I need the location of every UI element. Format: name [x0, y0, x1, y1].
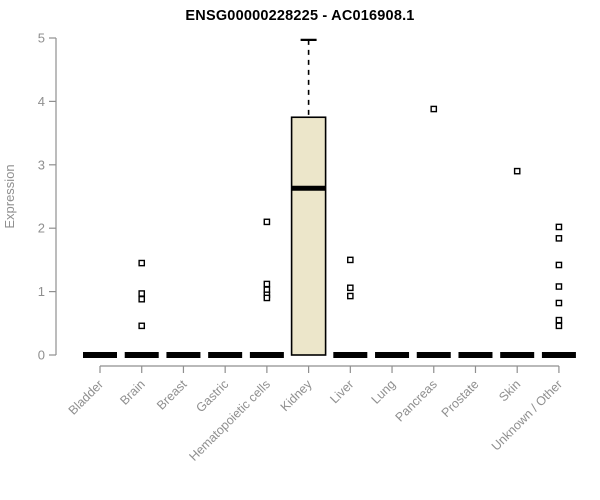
- outlier-point-hematopoietic-cells: [263, 218, 271, 226]
- x-tick-label-pancreas: Pancreas: [393, 377, 440, 424]
- outlier-point-liver: [347, 284, 354, 292]
- outlier-point-unknown-other: [555, 299, 563, 307]
- outlier-point-skin: [513, 167, 521, 175]
- x-tick-label-brain: Brain: [117, 377, 148, 408]
- x-tick-label-bladder: Bladder: [66, 377, 106, 417]
- outlier-point-liver: [347, 292, 354, 300]
- outlier-point-brain: [138, 322, 146, 330]
- y-axis-title: Expression: [2, 164, 17, 228]
- outlier-point-pancreas: [430, 105, 438, 113]
- y-tick-label: 0: [38, 348, 45, 363]
- y-tick-label: 3: [38, 157, 45, 172]
- y-tick-label: 5: [38, 31, 45, 46]
- outlier-point-unknown-other: [555, 261, 563, 269]
- y-tick-label: 2: [38, 221, 45, 236]
- box-kidney: [290, 116, 327, 356]
- x-tick-label-skin: Skin: [496, 377, 523, 404]
- x-tick-label-liver: Liver: [327, 377, 356, 406]
- x-tick-label-prostate: Prostate: [439, 377, 482, 420]
- outlier-point-hematopoietic-cells: [263, 280, 271, 288]
- outlier-point-brain: [138, 295, 146, 303]
- x-tick-label-lung: Lung: [369, 377, 399, 407]
- chart-title: ENSG00000228225 - AC016908.1: [185, 8, 415, 24]
- outlier-point-unknown-other: [555, 235, 563, 242]
- outlier-point-hematopoietic-cells: [263, 294, 271, 302]
- x-tick-label-unknown-other: Unknown / Other: [489, 377, 565, 453]
- x-tick-label-kidney: Kidney: [278, 377, 315, 414]
- outlier-point-liver: [347, 256, 354, 264]
- outlier-point-unknown-other: [555, 322, 563, 330]
- outlier-point-brain: [138, 290, 146, 297]
- outlier-point-unknown-other: [555, 223, 563, 231]
- outlier-point-unknown-other: [555, 316, 563, 324]
- outlier-point-brain: [138, 259, 146, 267]
- x-tick-label-breast: Breast: [154, 377, 190, 413]
- x-tick-label-gastric: Gastric: [193, 377, 231, 415]
- y-tick-label: 1: [38, 284, 45, 299]
- x-tick-label-hematopoietic-cells: Hematopoietic cells: [186, 377, 273, 464]
- y-tick-label: 4: [38, 94, 45, 109]
- outlier-point-unknown-other: [555, 283, 563, 290]
